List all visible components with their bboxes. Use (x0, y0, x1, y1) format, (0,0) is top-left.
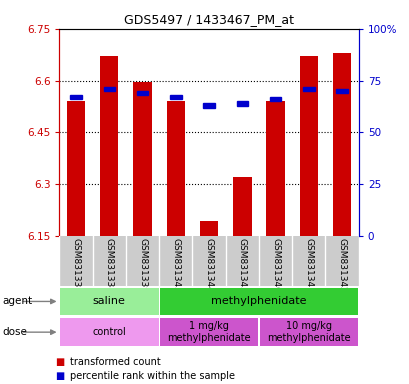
Title: GDS5497 / 1433467_PM_at: GDS5497 / 1433467_PM_at (124, 13, 293, 26)
Bar (67, 101, 85, 236)
Text: percentile rank within the sample: percentile rank within the sample (70, 371, 234, 381)
Text: GSM831339: GSM831339 (138, 238, 147, 293)
Bar (200, 221, 218, 236)
Bar (266, 101, 284, 236)
Bar (332, 53, 351, 236)
Text: ■: ■ (55, 357, 65, 367)
FancyBboxPatch shape (70, 95, 82, 99)
Bar (160, 318, 258, 346)
FancyBboxPatch shape (170, 95, 181, 99)
Text: GSM831341: GSM831341 (303, 238, 312, 293)
Bar (60, 318, 158, 346)
FancyBboxPatch shape (335, 89, 347, 93)
FancyBboxPatch shape (203, 103, 214, 108)
Text: methylphenidate: methylphenidate (211, 296, 306, 306)
FancyBboxPatch shape (236, 101, 247, 106)
Bar (166, 101, 184, 236)
Text: GSM831340: GSM831340 (270, 238, 279, 293)
Text: GSM831337: GSM831337 (72, 238, 81, 293)
FancyBboxPatch shape (103, 87, 115, 91)
FancyBboxPatch shape (269, 97, 281, 101)
Bar (60, 288, 158, 315)
Bar (160, 288, 357, 315)
Bar (233, 177, 251, 236)
Bar (133, 83, 151, 236)
Text: dose: dose (2, 327, 27, 337)
Text: GSM831344: GSM831344 (204, 238, 213, 292)
Bar (100, 56, 118, 236)
Text: GSM831345: GSM831345 (237, 238, 246, 293)
Text: GSM831343: GSM831343 (171, 238, 180, 293)
Text: agent: agent (2, 296, 32, 306)
FancyBboxPatch shape (302, 87, 314, 91)
Text: transformed count: transformed count (70, 357, 160, 367)
Text: control: control (92, 327, 126, 337)
Text: ■: ■ (55, 371, 65, 381)
FancyBboxPatch shape (137, 91, 148, 95)
Text: 10 mg/kg
methylphenidate: 10 mg/kg methylphenidate (266, 321, 350, 343)
Text: GSM831338: GSM831338 (105, 238, 114, 293)
Bar (299, 56, 317, 236)
Bar (259, 318, 357, 346)
Text: 1 mg/kg
methylphenidate: 1 mg/kg methylphenidate (167, 321, 250, 343)
Text: GSM831342: GSM831342 (337, 238, 346, 292)
Text: saline: saline (93, 296, 126, 306)
